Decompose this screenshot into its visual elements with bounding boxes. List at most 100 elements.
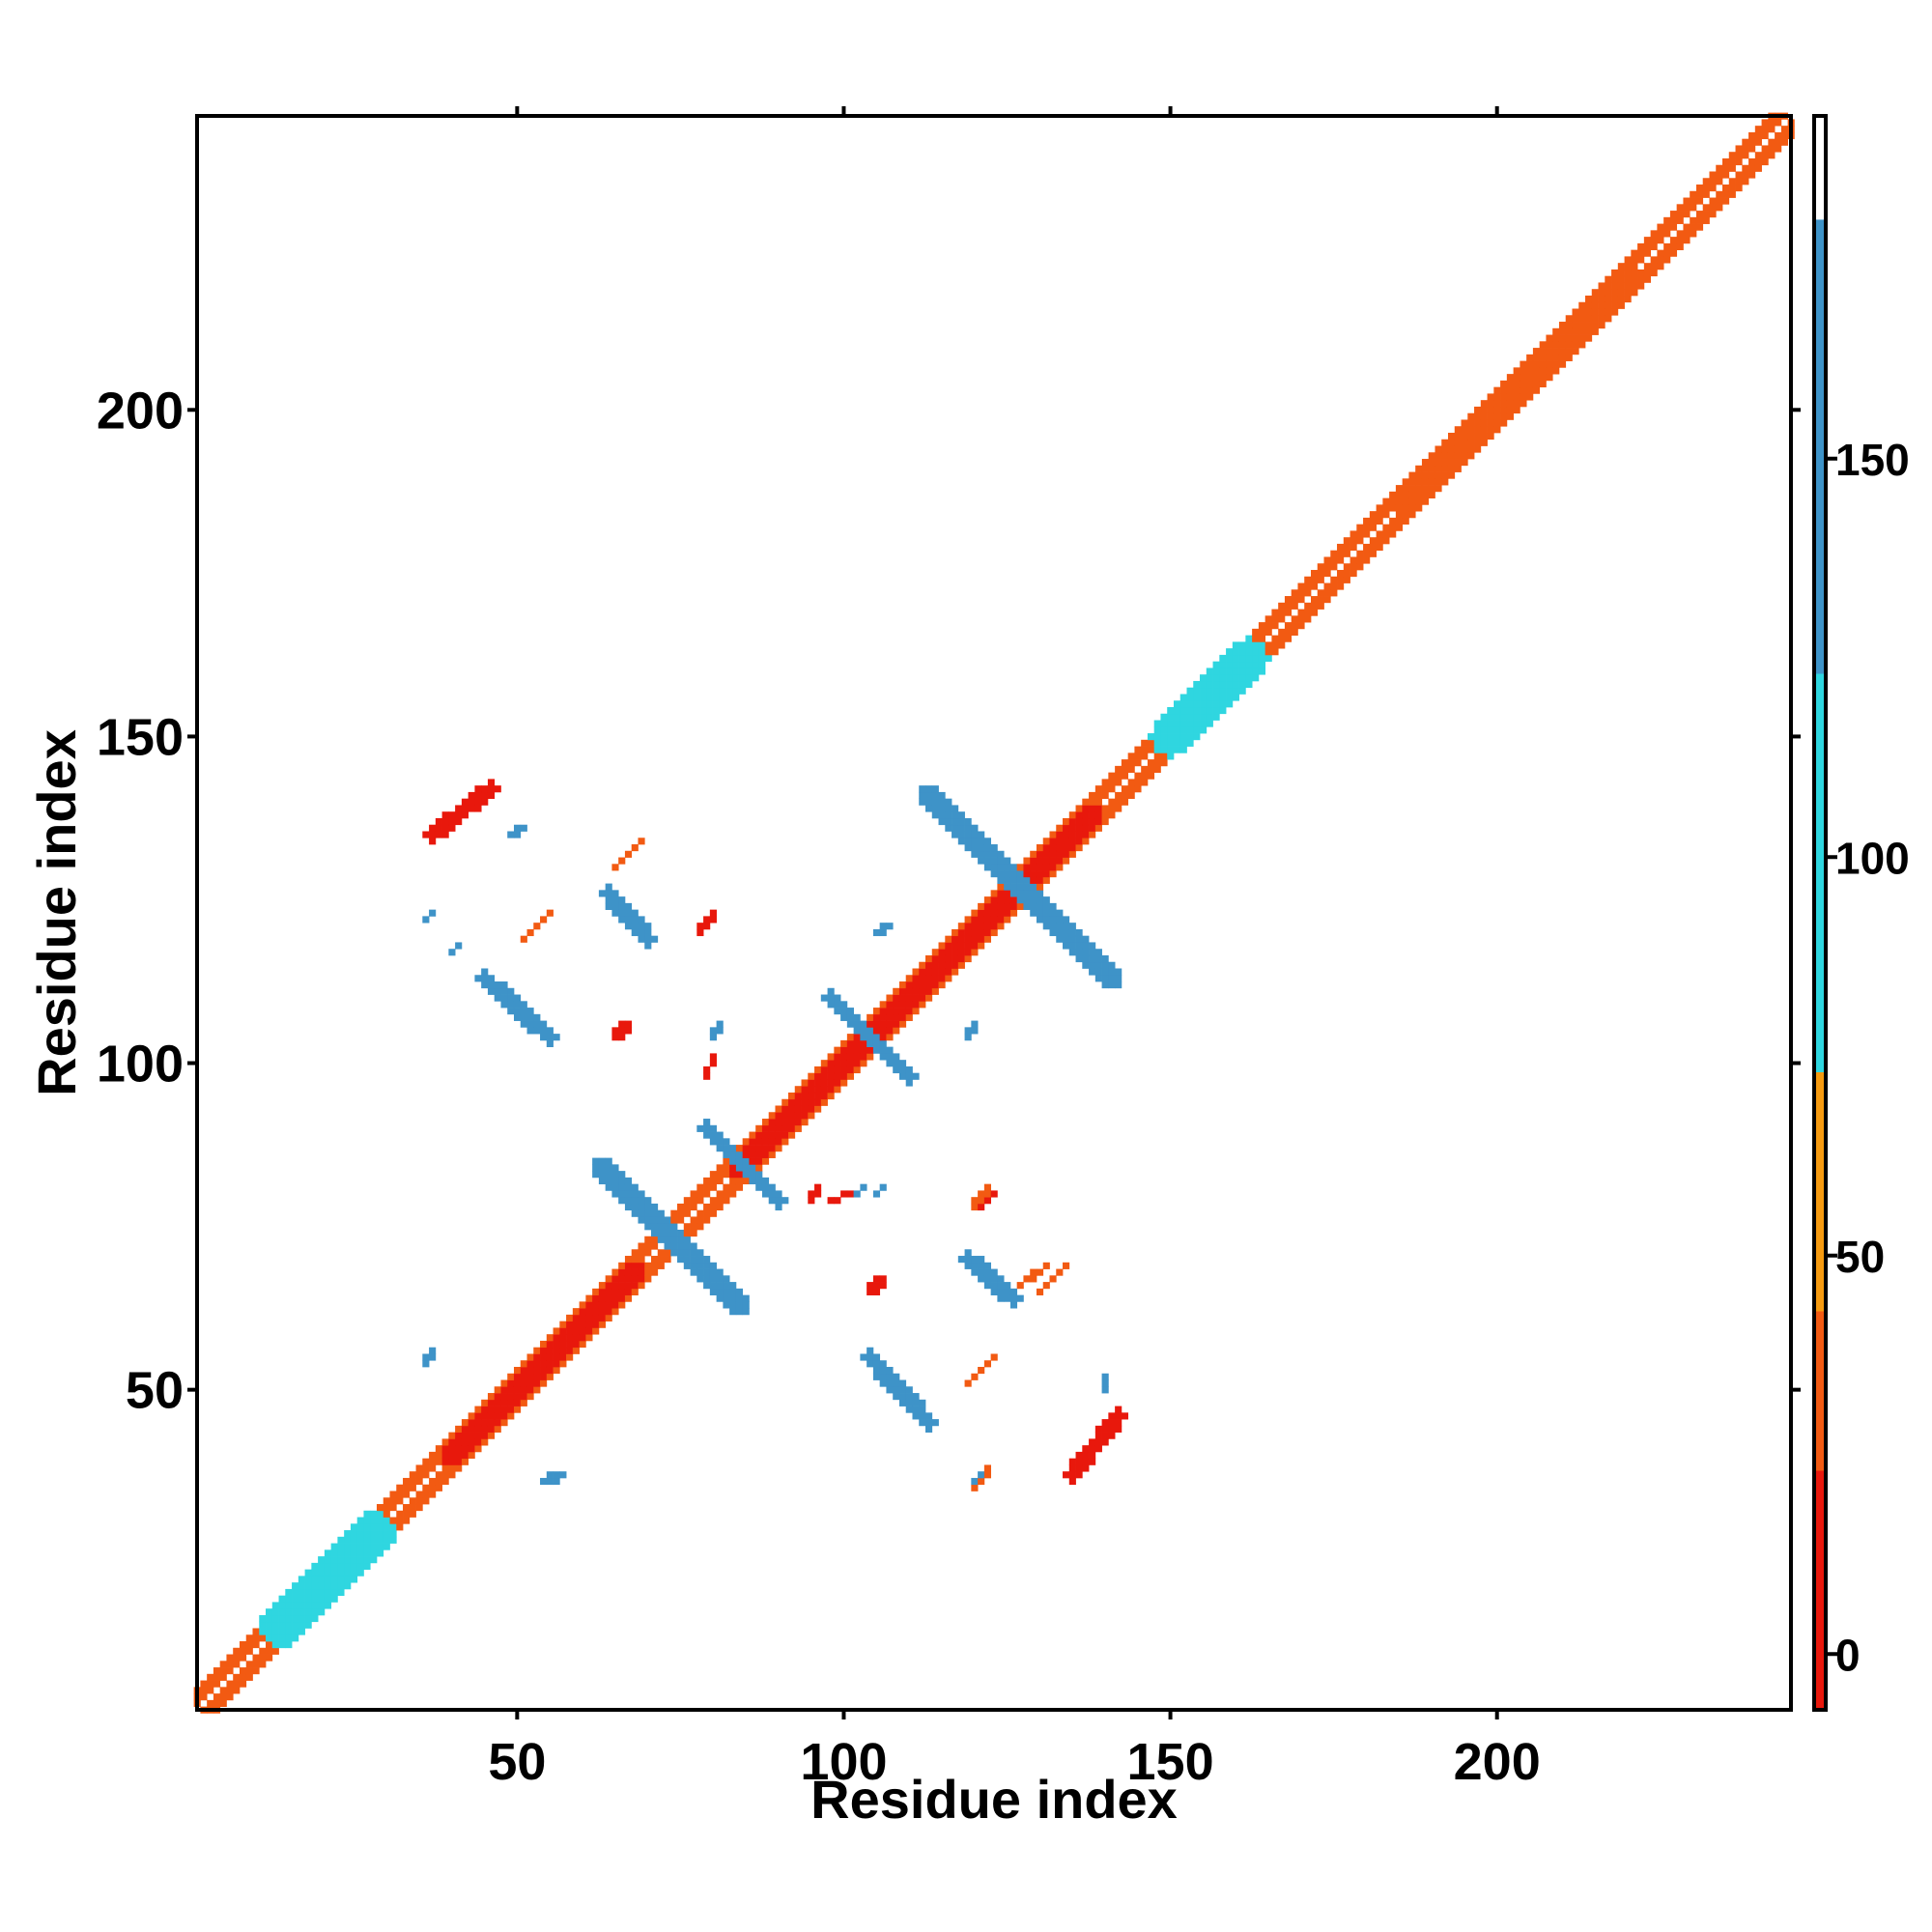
heatmap-cell	[814, 1105, 822, 1113]
heatmap-cell	[1552, 367, 1560, 375]
heatmap-cell	[311, 1562, 319, 1570]
heatmap-cell	[696, 1183, 704, 1191]
heatmap-cell	[429, 1451, 437, 1460]
heatmap-cell	[1089, 949, 1096, 956]
heatmap-cell	[1121, 765, 1129, 773]
heatmap-cell	[448, 1451, 456, 1460]
heatmap-cell	[631, 1288, 639, 1295]
heatmap-cell	[723, 1138, 730, 1146]
heatmap-cell	[1291, 615, 1298, 623]
heatmap-cell	[337, 1562, 345, 1570]
heatmap-cell	[1585, 334, 1593, 342]
heatmap-cell	[1637, 249, 1645, 257]
heatmap-cell	[259, 1647, 267, 1655]
heatmap-cell	[768, 1138, 776, 1146]
heatmap-cell	[383, 1497, 390, 1505]
heatmap-cell	[1304, 589, 1312, 597]
heatmap-cell	[553, 1366, 560, 1375]
heatmap-cell	[735, 1288, 744, 1295]
heatmap-cell	[1089, 961, 1096, 969]
heatmap-cell	[978, 1366, 985, 1375]
heatmap-cell	[1082, 1458, 1090, 1465]
heatmap-cell	[1605, 275, 1612, 283]
heatmap-cell	[644, 942, 652, 950]
heatmap-cell	[1663, 216, 1671, 224]
heatmap-cell	[1467, 445, 1475, 453]
heatmap-cell	[886, 1379, 894, 1387]
heatmap-cell	[494, 987, 501, 995]
heatmap-cell	[775, 1145, 782, 1152]
heatmap-cell	[1212, 680, 1220, 689]
heatmap-cell	[872, 928, 881, 937]
heatmap-cell	[370, 1556, 378, 1564]
heatmap-cell	[1428, 452, 1435, 460]
heatmap-cell	[925, 1412, 933, 1420]
heatmap-cell	[964, 949, 972, 956]
heatmap-cell	[742, 1157, 750, 1165]
heatmap-cell	[448, 1458, 456, 1465]
heatmap-cell	[389, 1536, 397, 1544]
heatmap-cell	[945, 961, 952, 969]
heatmap-cell	[1500, 400, 1508, 408]
heatmap-cell	[742, 1138, 750, 1146]
colorbar-band	[1814, 116, 1826, 220]
heatmap-cell	[1068, 1477, 1076, 1486]
heatmap-cell	[1030, 850, 1037, 858]
heatmap-cell	[893, 1393, 900, 1401]
heatmap-cell	[997, 1294, 1005, 1302]
heatmap-cell	[677, 1236, 685, 1243]
heatmap-cell	[1193, 720, 1201, 727]
heatmap-cell	[664, 1242, 671, 1250]
heatmap-cell	[304, 1576, 312, 1583]
heatmap-cell	[500, 1001, 508, 1009]
heatmap-cell	[898, 1399, 907, 1406]
heatmap-cell	[820, 1065, 828, 1074]
heatmap-cell	[978, 1268, 985, 1276]
heatmap-cell	[846, 1053, 854, 1061]
heatmap-cell	[1415, 485, 1423, 493]
heatmap-cell	[735, 1294, 744, 1302]
heatmap-cell	[1238, 674, 1246, 682]
heatmap-cell	[598, 1171, 607, 1179]
heatmap-cell	[533, 1373, 541, 1380]
heatmap-cell	[1089, 1438, 1096, 1446]
heatmap-cell	[670, 1236, 678, 1243]
heatmap-cell	[1030, 1275, 1037, 1283]
heatmap-cell	[1291, 596, 1298, 604]
heatmap-cell	[533, 1366, 541, 1375]
heatmap-cell	[814, 1098, 822, 1106]
heatmap-cell	[827, 994, 835, 1002]
heatmap-cell	[1565, 341, 1573, 349]
heatmap-cell	[631, 1249, 639, 1257]
heatmap-cell	[481, 1419, 489, 1427]
heatmap-cell	[1004, 1282, 1011, 1290]
heatmap-cell	[1068, 1464, 1076, 1472]
heatmap-cell	[356, 1536, 364, 1544]
heatmap-cell	[912, 987, 920, 995]
heatmap-cell	[1605, 282, 1612, 290]
heatmap-cell	[1526, 354, 1534, 361]
heatmap-cell	[729, 1190, 737, 1198]
heatmap-cell	[1075, 1458, 1083, 1465]
heatmap-cell	[1676, 230, 1684, 238]
heatmap-cell	[546, 1340, 554, 1349]
heatmap-cell	[690, 1268, 697, 1276]
heatmap-cell	[1063, 923, 1070, 930]
heatmap-cell	[1200, 707, 1208, 715]
heatmap-cell	[1513, 400, 1520, 408]
heatmap-cell	[801, 1086, 809, 1094]
heatmap-cell	[618, 1294, 626, 1302]
heatmap-cell	[330, 1595, 338, 1603]
heatmap-cell	[952, 954, 959, 963]
heatmap-cell	[1023, 890, 1031, 897]
heatmap-cell	[1082, 824, 1090, 832]
heatmap-cell	[709, 1060, 717, 1067]
heatmap-cell	[611, 902, 619, 910]
heatmap-cell	[330, 1588, 338, 1597]
heatmap-cell	[298, 1582, 305, 1590]
heatmap-cell	[324, 1602, 332, 1609]
heatmap-cell	[990, 850, 998, 858]
heatmap-cell	[1200, 700, 1208, 708]
heatmap-cell	[226, 1680, 234, 1688]
heatmap-cell	[1663, 230, 1671, 238]
